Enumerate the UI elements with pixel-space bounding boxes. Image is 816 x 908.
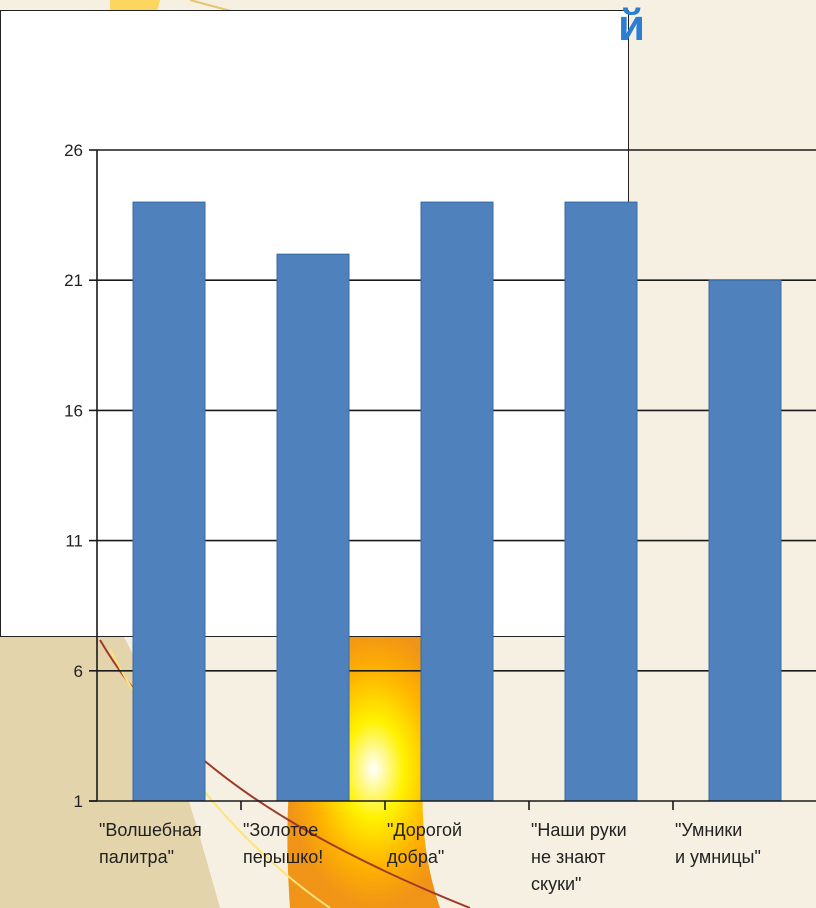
x-tick-label: "Наши руки не знают скуки": [531, 820, 627, 894]
bar: [708, 279, 782, 802]
x-tick-label: "Золотое перышко!: [243, 820, 323, 867]
x-tick-label: "Дорогой добра": [387, 820, 462, 867]
y-tick-label: 26: [64, 141, 83, 160]
y-tick-label: 1: [74, 792, 83, 811]
x-tick-label: "Волшебная палитра": [99, 820, 202, 867]
bars: [132, 201, 782, 802]
slide-title-fragment: й: [618, 1, 646, 50]
y-tick-label: 6: [74, 662, 83, 681]
bar: [420, 201, 494, 802]
y-tick-label: 21: [64, 271, 83, 290]
bar: [132, 201, 206, 802]
axes: [89, 149, 816, 810]
x-tick-label: "Умники и умницы": [675, 820, 761, 867]
y-tick-label: 11: [65, 532, 83, 551]
y-tick-label: 16: [64, 401, 83, 420]
bar: [564, 201, 638, 802]
bar: [276, 253, 350, 802]
